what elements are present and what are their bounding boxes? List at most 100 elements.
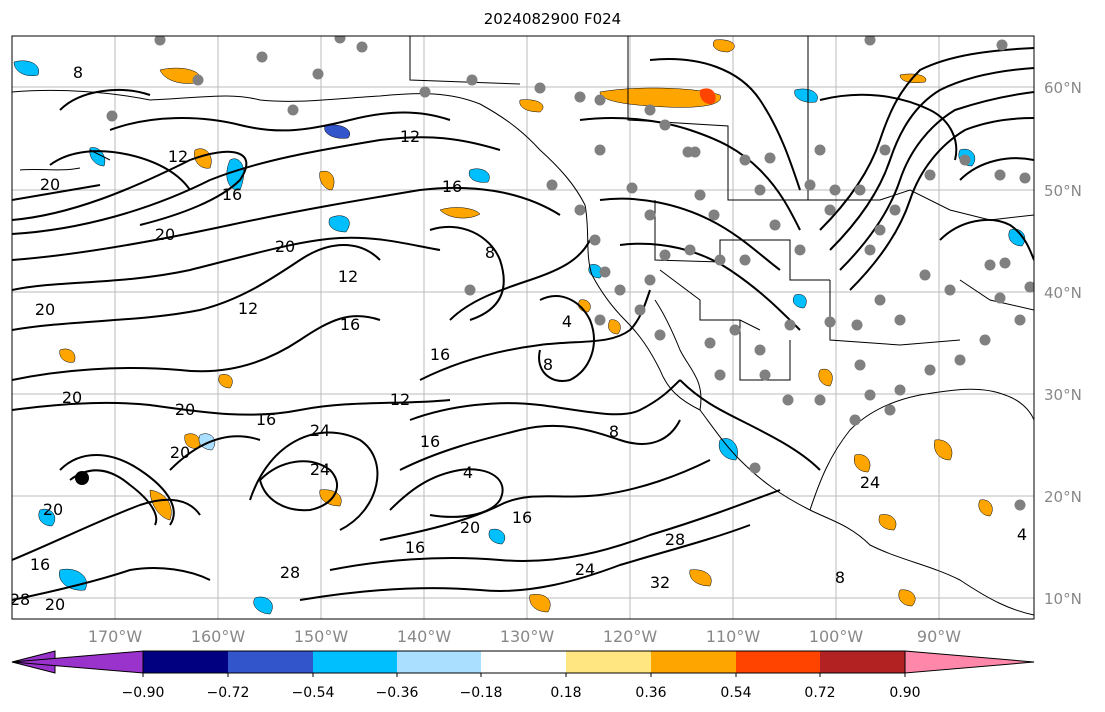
contour-label: 16	[512, 508, 532, 527]
colorbar-tick-label: 0.90	[889, 685, 920, 701]
colorbar-segment	[397, 651, 481, 673]
contour-label: 8	[835, 568, 845, 587]
contour-label: 28	[10, 590, 30, 609]
station-dot	[634, 304, 646, 316]
contour-label: 24	[310, 460, 330, 479]
station-dot	[574, 91, 586, 103]
contour-labels: 8 12 12 16 16 20 20 20 20 12 16 16 12 16 20 20 24 20 20 16 1…	[10, 63, 1027, 614]
station-dot	[589, 234, 601, 246]
station-dot	[464, 284, 476, 296]
contour-label: 16	[340, 315, 360, 334]
station-dot	[714, 369, 726, 381]
colorbar-tick-label: −0.90	[122, 685, 165, 701]
colorbar-segment	[566, 651, 651, 673]
map-frame	[11, 35, 1035, 620]
colorbar-tick-label: 0.18	[550, 685, 581, 701]
station-dot	[979, 334, 991, 346]
contour-label: 8	[73, 63, 83, 82]
station-dot	[996, 39, 1008, 51]
contour-label: 4	[1017, 525, 1027, 544]
station-dot	[1014, 499, 1026, 511]
station-dot	[794, 244, 806, 256]
contour-label: 20	[43, 500, 63, 519]
station-dot	[729, 324, 741, 336]
latitude-labels: 60°N 50°N 40°N 30°N 20°N 10°N	[1044, 79, 1082, 608]
station-dot	[256, 51, 268, 63]
lon-label: 150°W	[294, 627, 349, 646]
contour-label: 20	[45, 595, 65, 614]
station-dot	[851, 319, 863, 331]
colorbar-segment	[481, 651, 566, 673]
colorbar-tick-labels: −0.90 −0.72 −0.54 −0.36 −0.18 0.18 0.36 0.54 0.7…	[122, 673, 921, 701]
lon-label: 160°W	[191, 627, 246, 646]
station-dot	[864, 36, 876, 46]
lat-label: 30°N	[1044, 386, 1082, 404]
station-dot	[626, 182, 638, 194]
contour-label: 32	[650, 573, 670, 592]
contour-label: 20	[62, 388, 82, 407]
station-dot	[694, 189, 706, 201]
contour-label: 28	[665, 530, 685, 549]
station-dot	[659, 119, 671, 131]
station-dot	[356, 41, 368, 53]
station-dot	[894, 314, 906, 326]
station-dot	[874, 224, 886, 236]
station-dot	[864, 244, 876, 256]
contour-label: 12	[238, 299, 258, 318]
station-dot	[754, 344, 766, 356]
station-dot	[599, 266, 611, 278]
station-dot	[754, 184, 766, 196]
station-dot	[814, 144, 826, 156]
lon-label: 90°W	[917, 627, 961, 646]
station-dot	[689, 146, 701, 158]
colorbar-tick-label: −0.54	[292, 685, 335, 701]
contour-label: 12	[400, 127, 420, 146]
colorbar-segment	[736, 651, 820, 673]
station-dot	[894, 384, 906, 396]
station-dot	[594, 94, 606, 106]
station-dot	[644, 104, 656, 116]
station-dot	[574, 204, 586, 216]
station-dot	[784, 319, 796, 331]
colorbar-outline	[142, 650, 906, 674]
station-dot	[764, 152, 776, 164]
contour-label: 28	[280, 563, 300, 582]
colorbar-tick-label: −0.36	[376, 685, 419, 701]
contour-label: 12	[338, 267, 358, 286]
station-dot	[419, 86, 431, 98]
lat-label: 40°N	[1044, 284, 1082, 302]
contour-label: 8	[609, 422, 619, 441]
contour-label: 8	[485, 243, 495, 262]
station-dot	[954, 354, 966, 366]
contour-label: 16	[442, 177, 462, 196]
station-dot	[546, 179, 558, 191]
colorbar-tick-label: −0.72	[207, 685, 250, 701]
station-dot	[749, 462, 761, 474]
station-dot	[874, 294, 886, 306]
station-dot	[1014, 314, 1026, 326]
station-dot	[739, 254, 751, 266]
station-dot	[994, 292, 1006, 304]
station-dot	[644, 274, 656, 286]
station-dot	[759, 369, 771, 381]
station-dot	[704, 337, 716, 349]
contour-label: 20	[175, 400, 195, 419]
lat-label: 50°N	[1044, 182, 1082, 200]
station-dot	[684, 244, 696, 256]
station-dot	[804, 179, 816, 191]
station-dot	[879, 144, 891, 156]
station-dot	[919, 269, 931, 281]
contour-label: 16	[222, 185, 242, 204]
colorbar-tick-label: 0.54	[720, 685, 751, 701]
colorbar-min-segment	[11, 650, 144, 674]
station-dot	[944, 284, 956, 296]
contour-label: 16	[405, 538, 425, 557]
contour-label: 20	[40, 175, 60, 194]
station-dot	[924, 364, 936, 376]
station-dot	[312, 68, 324, 80]
colorbar-segment	[313, 651, 397, 673]
station-dot	[889, 204, 901, 216]
station-dot	[854, 359, 866, 371]
station-dot	[769, 219, 781, 231]
contour-label: 12	[168, 147, 188, 166]
